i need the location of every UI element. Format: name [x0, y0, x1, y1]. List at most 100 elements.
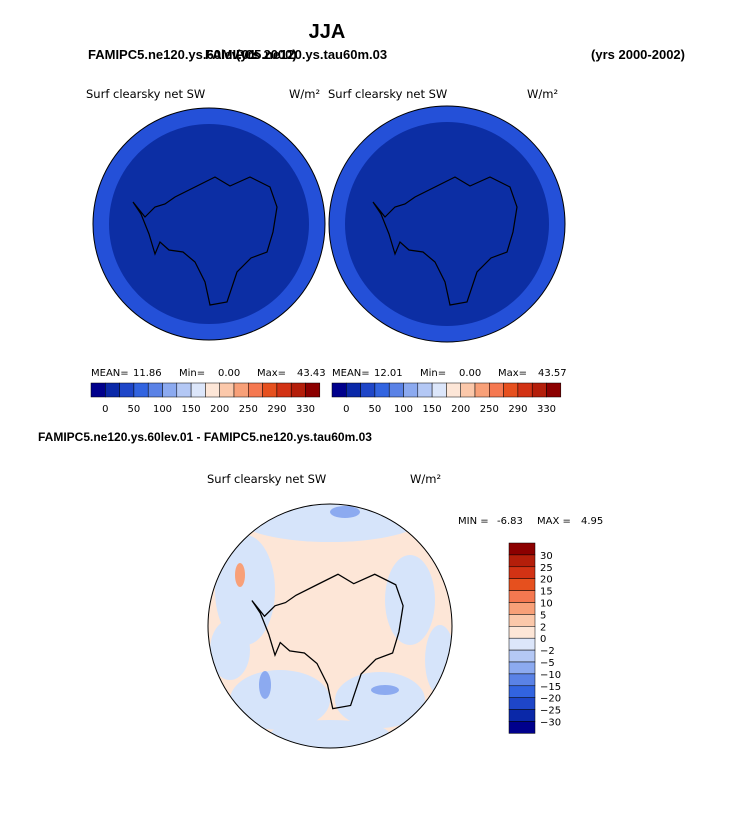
max: 43.43: [297, 368, 326, 379]
colorbar-label: 290: [267, 404, 286, 415]
colorbar-label: −15: [540, 682, 561, 693]
colorbar-box: [508, 566, 536, 579]
colorbar-label: 250: [239, 404, 258, 415]
colorbar-box: [508, 721, 536, 734]
min-label: Min=: [420, 368, 446, 379]
colorbar-box: [508, 673, 536, 687]
max: 4.95: [581, 516, 603, 527]
min: 0.00: [218, 368, 240, 379]
colorbar-label: 290: [508, 404, 527, 415]
diff-units: W/m²: [410, 472, 441, 486]
colorbar-label: 0: [343, 404, 349, 415]
colorbar-box: [331, 382, 347, 398]
colorbar-box: [508, 542, 536, 556]
min-label: Min=: [179, 368, 205, 379]
colorbar-box: [360, 382, 376, 398]
colorbar-label: 5: [540, 610, 546, 621]
case2-years: (yrs 2000-2002): [591, 47, 685, 62]
colorbar-box: [262, 382, 278, 398]
colorbar-box: [205, 382, 220, 398]
colorbar-box: [508, 685, 536, 698]
colorbar-label: 150: [182, 404, 201, 415]
colorbar-box: [508, 602, 536, 615]
colorbar-box: [290, 382, 306, 398]
colorbar-box: [90, 382, 106, 398]
case1-years: (yrs 2000): [236, 47, 297, 62]
title: JJA: [309, 21, 346, 43]
colorbar-box: [233, 382, 249, 398]
colorbar-label: 50: [128, 404, 141, 415]
colorbar-box: [417, 382, 433, 398]
colorbar-box: [176, 382, 192, 398]
units: W/m²: [527, 87, 558, 101]
colorbar-box: [446, 382, 461, 398]
min-label: MIN =: [458, 516, 489, 527]
colorbar-label: 2: [540, 622, 546, 633]
colorbar-box: [508, 554, 536, 568]
colorbar-label: 100: [153, 404, 172, 415]
case1: FAMIPC5.ne120.ys.60lev.01: [88, 47, 256, 62]
map: [92, 107, 326, 341]
colorbar-label: 25: [540, 563, 553, 574]
min: 0.00: [459, 368, 481, 379]
colorbar-label: 20: [540, 575, 553, 586]
colorbar-box: [503, 382, 519, 398]
colorbar-box: [162, 382, 178, 398]
colorbar-label: −2: [540, 646, 555, 657]
colorbar-box: [489, 382, 504, 398]
colorbar-box: [508, 637, 536, 651]
colorbar-label: 200: [451, 404, 470, 415]
colorbar-box: [105, 382, 120, 398]
mean: 12.01: [374, 368, 403, 379]
case2: FAMIPC5.ne120.ys.tau60m.03: [205, 47, 387, 62]
min: -6.83: [497, 516, 523, 527]
diff-variable: Surf clearsky net SW: [207, 472, 326, 486]
colorbar-label: −20: [540, 694, 561, 705]
colorbar-label: 15: [540, 587, 553, 598]
colorbar-box: [460, 382, 476, 398]
colorbar-box: [305, 382, 321, 398]
colorbar-box: [374, 382, 390, 398]
colorbar-box: [508, 661, 536, 675]
colorbar-label: −30: [540, 718, 561, 729]
colorbar-label: 330: [296, 404, 315, 415]
colorbar-box: [346, 382, 361, 398]
colorbar-label: 10: [540, 599, 553, 610]
colorbar-box: [531, 382, 547, 398]
colorbar-box: [248, 382, 263, 398]
colorbar-box: [508, 697, 536, 710]
colorbar-label: 0: [540, 634, 546, 645]
colorbar-box: [517, 382, 533, 398]
mean-label: MEAN=: [91, 368, 129, 379]
max-label: Max=: [498, 368, 527, 379]
colorbar-box: [508, 626, 536, 639]
colorbar-box: [508, 578, 536, 591]
mean-label: MEAN=: [332, 368, 370, 379]
colorbar-box: [147, 382, 163, 398]
colorbar-box: [431, 382, 447, 398]
diff-map: [207, 503, 453, 749]
max-label: MAX =: [537, 516, 571, 527]
colorbar-label: 200: [210, 404, 229, 415]
colorbar-label: −5: [540, 658, 555, 669]
variable: Surf clearsky net SW: [86, 87, 205, 101]
colorbar-label: 150: [423, 404, 442, 415]
max-label: Max=: [257, 368, 286, 379]
map: [328, 105, 566, 343]
colorbar-box: [276, 382, 292, 398]
colorbar-box: [219, 382, 235, 398]
units: W/m²: [289, 87, 320, 101]
colorbar-label: 0: [102, 404, 108, 415]
variable: Surf clearsky net SW: [328, 87, 447, 101]
colorbar-label: −10: [540, 670, 561, 681]
colorbar-box: [508, 614, 536, 627]
colorbar-box: [474, 382, 490, 398]
colorbar-box: [388, 382, 404, 398]
colorbar-box: [403, 382, 419, 398]
colorbar-label: 50: [369, 404, 382, 415]
colorbar-label: 100: [394, 404, 413, 415]
colorbar-label: 30: [540, 551, 553, 562]
colorbar-box: [119, 382, 135, 398]
colorbar-box: [546, 382, 562, 398]
